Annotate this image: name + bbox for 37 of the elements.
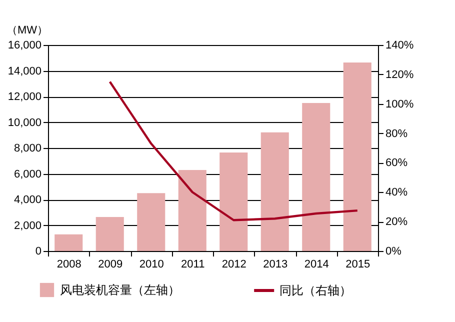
bar [343, 62, 372, 251]
bar [54, 234, 83, 251]
line-series [108, 80, 358, 222]
bar [178, 170, 206, 251]
y2-tick-label: 120% [386, 68, 414, 81]
legend-label: 风电装机容量（左轴） [60, 283, 180, 297]
legend-label: 同比（右轴） [280, 284, 352, 298]
y-axis-title: （MW） [6, 24, 48, 36]
bar [302, 102, 330, 251]
x-tick-label: 2010 [139, 258, 164, 270]
y2-tick-label: 40% [386, 186, 408, 199]
bar [96, 217, 124, 251]
y-tick-label: 14,000 [8, 65, 42, 78]
x-tick-label: 2012 [222, 258, 246, 270]
y2-tick-label: 80% [386, 128, 408, 140]
y-tick-label: 10,000 [8, 116, 42, 129]
y-tick-label: 16,000 [8, 40, 42, 52]
y2-tick-label: 100% [386, 98, 414, 110]
x-tick-label: 2011 [181, 258, 205, 270]
y2-tick-label: 20% [386, 216, 408, 228]
x-tick-label: 2015 [346, 258, 370, 270]
y-tick-label: 2,000 [14, 220, 42, 232]
y2-tick-label: 140% [386, 40, 414, 52]
x-tick-label: 2013 [263, 258, 288, 270]
y2-tick-label: 60% [386, 157, 408, 170]
bar [220, 152, 248, 251]
x-tick-label: 2008 [56, 258, 82, 270]
y-tick-label: 4,000 [14, 194, 42, 206]
y-tick-label: 8,000 [14, 142, 42, 154]
bar [260, 132, 289, 251]
bar [137, 193, 166, 251]
y-tick-label: 0 [35, 246, 42, 258]
x-tick-label: 2009 [98, 258, 123, 270]
y-tick-label: 6,000 [14, 168, 42, 180]
y-tick-label: 12,000 [8, 91, 42, 103]
y2-tick-label: 0% [386, 246, 402, 258]
x-tick-label: 2014 [304, 258, 329, 270]
